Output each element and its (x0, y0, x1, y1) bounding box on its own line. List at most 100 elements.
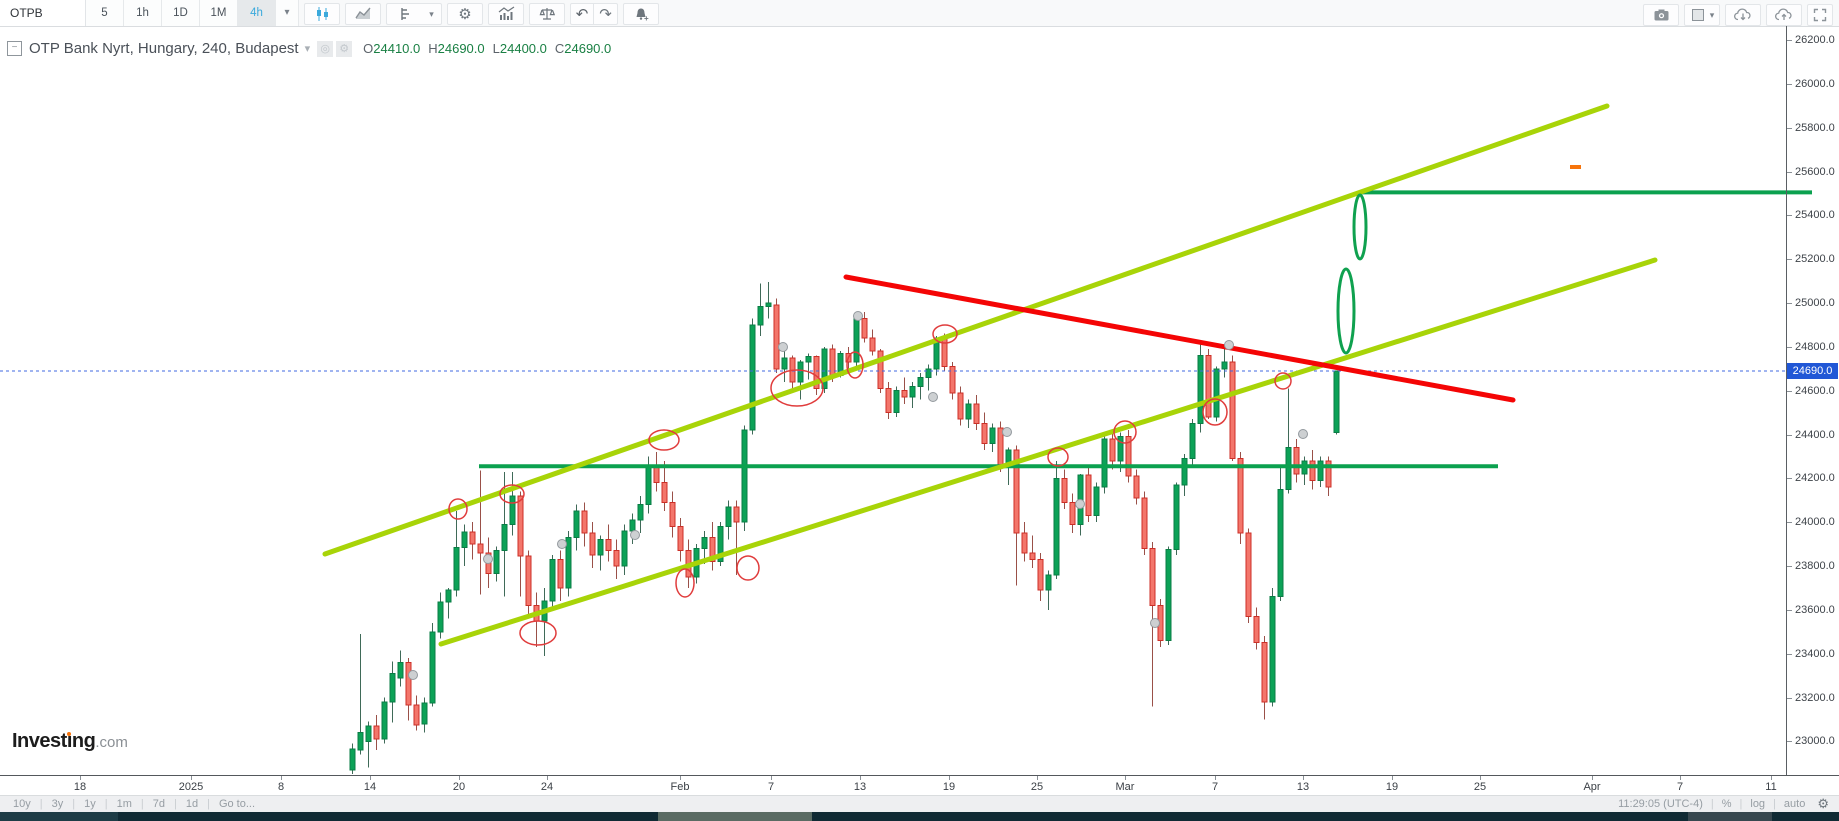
visibility-icon-button[interactable]: ◎ (317, 40, 334, 57)
screenshot-button[interactable] (1643, 4, 1679, 26)
green-ellipse-annotation[interactable] (1336, 267, 1356, 355)
red-circle-annotation[interactable] (1113, 420, 1137, 444)
candle (477, 543, 484, 554)
date-tick-label: Feb (670, 781, 690, 793)
auto-scale-button[interactable]: auto (1783, 798, 1806, 810)
axis-settings-gear-icon[interactable]: ⚙ (1817, 796, 1829, 811)
candle (669, 501, 676, 528)
svg-text:+: + (644, 14, 649, 22)
red-circle-annotation[interactable] (448, 498, 468, 520)
red-circle-annotation[interactable] (675, 568, 695, 598)
price-tick-label: 23200.0 (1795, 691, 1835, 704)
add-alert-button[interactable]: + (623, 3, 659, 25)
interval-button-1D[interactable]: 1D (162, 0, 200, 26)
line-chart-button[interactable] (345, 3, 381, 25)
red-circle-annotation[interactable] (519, 620, 557, 646)
candle (1245, 532, 1252, 617)
candle (717, 526, 724, 563)
range-button-1d[interactable]: 1d (185, 798, 199, 810)
date-tick-label: 7 (1676, 781, 1684, 793)
fullscreen-button[interactable] (1807, 4, 1833, 26)
red-circle-annotation[interactable] (1202, 398, 1228, 426)
layout-button[interactable]: ▾ (1684, 4, 1720, 26)
annotations (408, 165, 1581, 680)
bottom-strip (0, 812, 1839, 821)
ascending-channel-upper[interactable] (322, 103, 1610, 557)
red-circle-annotation[interactable] (1047, 447, 1069, 467)
candle (629, 519, 636, 532)
red-circle-annotation[interactable] (932, 324, 958, 344)
time-axis[interactable]: 18 2025 8 14 20 24 Feb 7 13 19 25 Mar 7 13 19 25 Apr 7 11 (0, 775, 1839, 795)
chart-canvas[interactable] (0, 26, 1839, 775)
candle (885, 387, 892, 414)
chevron-down-icon: ▾ (429, 8, 434, 19)
candle (1269, 596, 1276, 703)
candle (757, 305, 764, 326)
load-chart-button[interactable] (1725, 4, 1761, 26)
redo-button[interactable]: ↷ (594, 3, 618, 25)
red-circle-annotation[interactable] (1274, 372, 1292, 390)
save-chart-button[interactable] (1766, 4, 1802, 26)
range-button-7d[interactable]: 7d (152, 798, 165, 810)
candle (901, 390, 908, 398)
price-axis[interactable]: 24690.0 26200.0 26000.0 25800.0 25600.0 2540… (1786, 26, 1839, 775)
candle (637, 504, 644, 521)
chart-settings-button[interactable]: ⚙ (447, 3, 483, 25)
interval-button-4h[interactable]: 4h (238, 0, 276, 26)
gray-dot-marker (630, 530, 640, 540)
gear-icon: ⚙ (458, 5, 472, 23)
candle (1165, 549, 1172, 642)
red-circle-annotation[interactable] (770, 369, 824, 407)
indicators-button[interactable] (488, 3, 524, 25)
candle (517, 495, 524, 557)
symbol-input[interactable]: OTPB (0, 0, 86, 26)
candle (525, 555, 532, 606)
interval-button-1h[interactable]: 1h (124, 0, 162, 26)
candle (573, 510, 580, 539)
interval-button-5[interactable]: 5 (86, 0, 124, 26)
layout-square-icon (1690, 7, 1706, 23)
candle (853, 317, 860, 363)
gray-dot-marker (1150, 618, 1160, 628)
descending-resistance[interactable] (843, 274, 1516, 403)
candle (1261, 642, 1268, 703)
date-tick-label: Apr (1583, 781, 1601, 793)
green-ellipse-annotation[interactable] (1352, 193, 1368, 261)
candle (1069, 501, 1076, 525)
red-circle-annotation[interactable] (648, 429, 680, 451)
percent-scale-button[interactable]: % (1721, 798, 1732, 810)
candle (1293, 447, 1300, 475)
red-circle-annotation[interactable] (499, 484, 525, 504)
range-button-10y[interactable]: 10y (13, 798, 31, 810)
red-circle-annotation[interactable] (736, 555, 760, 581)
interval-dropdown-caret[interactable]: ▾ (276, 0, 299, 26)
range-button-3y[interactable]: 3y (51, 798, 64, 810)
candle (1189, 423, 1196, 460)
range-button-1m[interactable]: 1m (116, 798, 132, 810)
candle (781, 357, 788, 370)
collapse-legend-button[interactable]: − (7, 41, 22, 56)
range-button-1y[interactable]: 1y (84, 798, 96, 810)
candle (1285, 447, 1292, 490)
order-levels-button[interactable] (386, 3, 422, 25)
log-scale-button[interactable]: log (1750, 798, 1766, 810)
price-tick-label: 24600.0 (1795, 384, 1835, 397)
gray-dot-marker (1298, 429, 1308, 439)
candle (909, 385, 916, 398)
ascending-channel-lower[interactable] (438, 257, 1658, 647)
order-levels-dropdown[interactable]: ▾ (422, 3, 442, 25)
interval-button-1M[interactable]: 1M (200, 0, 238, 26)
series-settings-button[interactable]: ⚙ (336, 40, 353, 57)
range-bar: 10y | 3y | 1y | 1m | 7d | 1d | Go to... 11:29:05 (UT… (0, 795, 1839, 812)
compare-button[interactable] (529, 3, 565, 25)
candle (549, 558, 556, 602)
chevron-down-icon[interactable]: ▾ (304, 43, 311, 55)
range-button-Goto[interactable]: Go to... (218, 798, 256, 810)
clock-label[interactable]: 11:29:05 (UTC-4) (1618, 798, 1703, 810)
investing-watermark: Investıng.com (12, 730, 128, 752)
candlestick-chart-button[interactable] (304, 3, 340, 25)
red-circle-annotation[interactable] (846, 351, 864, 379)
candle (1117, 436, 1124, 462)
candle (445, 589, 452, 603)
undo-button[interactable]: ↶ (570, 3, 594, 25)
